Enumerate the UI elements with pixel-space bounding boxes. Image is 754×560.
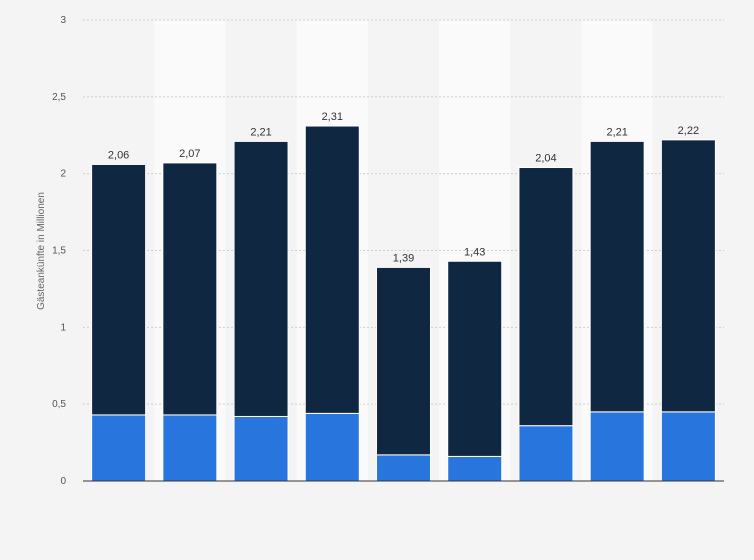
bar-segment-lower <box>233 415 289 482</box>
bar-segment-upper <box>162 162 218 416</box>
bar-segment-lower <box>162 414 218 482</box>
data-label: 2,21 <box>250 126 271 138</box>
bar-segment-upper <box>91 163 147 416</box>
bar-segment-upper <box>304 125 360 414</box>
bar-segment-upper <box>376 266 431 456</box>
bar-segment-upper <box>660 139 716 413</box>
y-tick-label: 0 <box>60 476 66 487</box>
y-tick-label: 1,5 <box>52 246 66 257</box>
bar-segment-lower <box>660 411 716 482</box>
bar-segment-lower <box>304 412 360 482</box>
y-tick-label: 0,5 <box>52 399 66 410</box>
y-tick-label: 3 <box>60 15 66 26</box>
bar-segment-lower <box>376 454 431 482</box>
bar-segment-lower <box>589 411 645 482</box>
bar-segment-lower <box>447 455 503 482</box>
data-label: 1,43 <box>464 246 485 258</box>
data-label: 1,39 <box>393 252 414 264</box>
data-label: 2,31 <box>322 111 343 123</box>
bar-segment-lower <box>518 425 574 482</box>
bar-segment-lower <box>91 414 147 482</box>
bar-segment-upper <box>447 260 503 457</box>
data-label: 2,07 <box>179 148 200 160</box>
data-label: 2,04 <box>535 153 556 165</box>
bar-segment-upper <box>233 140 289 417</box>
y-tick-label: 2,5 <box>52 92 66 103</box>
data-label: 2,06 <box>108 149 129 161</box>
bar-segment-upper <box>589 140 645 413</box>
y-tick-label: 2 <box>60 169 66 180</box>
bar-segment-upper <box>518 167 574 427</box>
data-label: 2,21 <box>606 126 627 138</box>
y-tick-label: 1 <box>60 322 66 333</box>
y-axis-title: Gästeankünfte in Millionen <box>36 192 47 310</box>
data-label: 2,22 <box>678 125 699 137</box>
